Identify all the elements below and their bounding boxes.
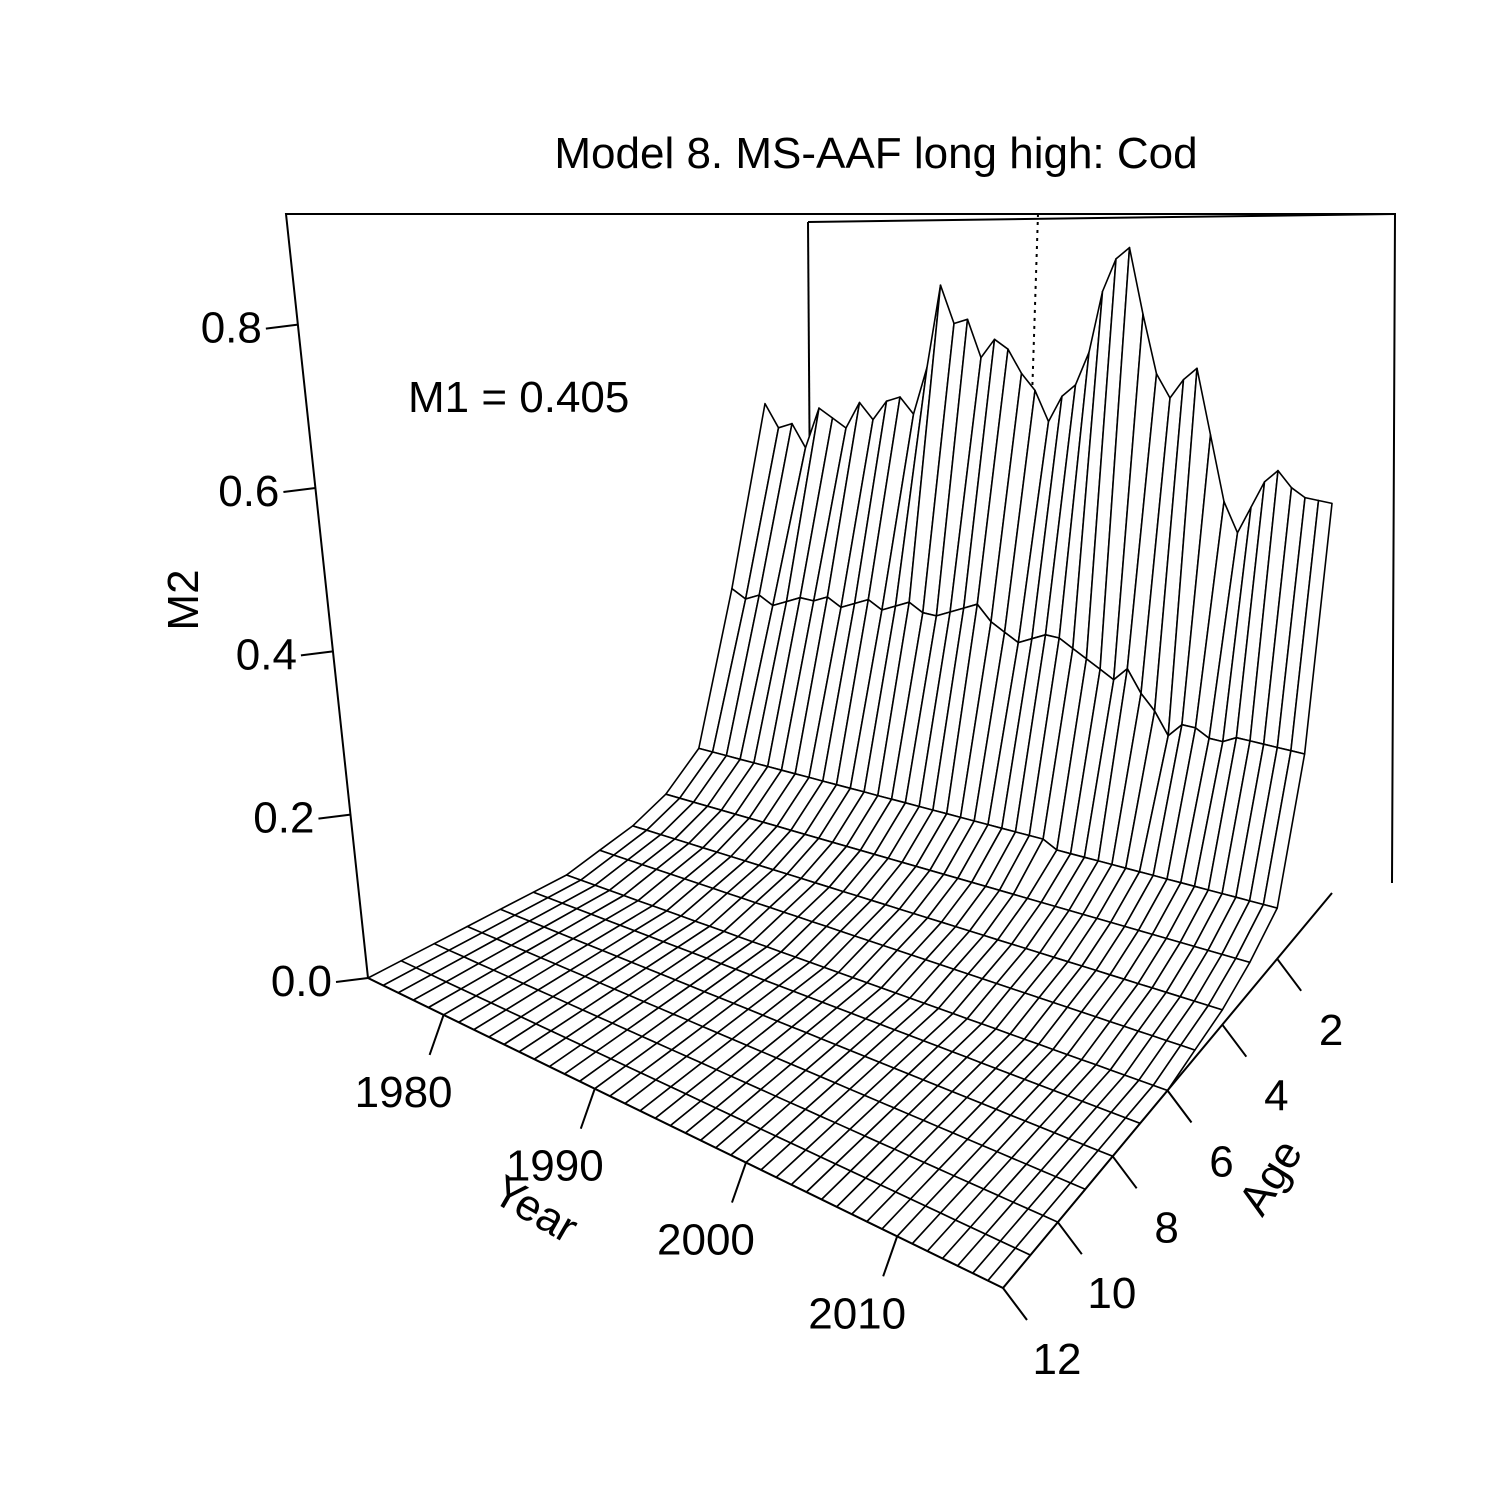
- y-axis-title: Age: [1229, 1131, 1312, 1223]
- z-axis-title: M2: [159, 569, 208, 630]
- m2-tick: [300, 650, 334, 657]
- box-top-inner-edge: [807, 213, 1396, 223]
- age-tick-label: 6: [1209, 1138, 1233, 1187]
- age-tick-label: 4: [1264, 1072, 1288, 1121]
- age-tick-label: 2: [1319, 1006, 1343, 1055]
- age-tick: [1057, 1221, 1083, 1255]
- age-tick: [1166, 1089, 1193, 1124]
- age-tick: [1111, 1155, 1138, 1189]
- m2-tick-label: 0.0: [271, 957, 332, 1006]
- year-tick: [731, 1162, 747, 1203]
- age-tick-label: 12: [1033, 1335, 1082, 1384]
- m1-annotation: M1 = 0.405: [408, 373, 629, 422]
- year-tick: [882, 1236, 899, 1277]
- m2-tick: [335, 977, 369, 983]
- m2-tick-label: 0.8: [201, 304, 262, 353]
- year-tick-label: 2000: [657, 1216, 755, 1265]
- chart-title: Model 8. MS-AAF long high: Cod: [554, 129, 1197, 178]
- m2-tick-label: 0.6: [218, 467, 279, 516]
- m2-tick-label: 0.4: [236, 630, 297, 679]
- m2-tick: [318, 813, 351, 820]
- age-tick: [1276, 958, 1302, 992]
- age-tick-label: 8: [1154, 1203, 1178, 1252]
- age-tick: [1002, 1287, 1028, 1321]
- year-tick-label: 1980: [355, 1068, 453, 1117]
- m2-tick-label: 0.2: [253, 794, 314, 843]
- year-tick-label: 2010: [808, 1289, 906, 1338]
- m2-tick: [265, 323, 298, 330]
- age-tick-label: 10: [1087, 1269, 1136, 1318]
- m2-tick: [283, 486, 316, 493]
- box-back-left-edge: [284, 213, 1397, 979]
- surface-mesh: [367, 246, 1333, 1289]
- year-tick: [428, 1014, 445, 1056]
- year-tick: [579, 1088, 596, 1130]
- age-tick: [1221, 1024, 1248, 1058]
- year-tick-label: 1990: [506, 1142, 604, 1191]
